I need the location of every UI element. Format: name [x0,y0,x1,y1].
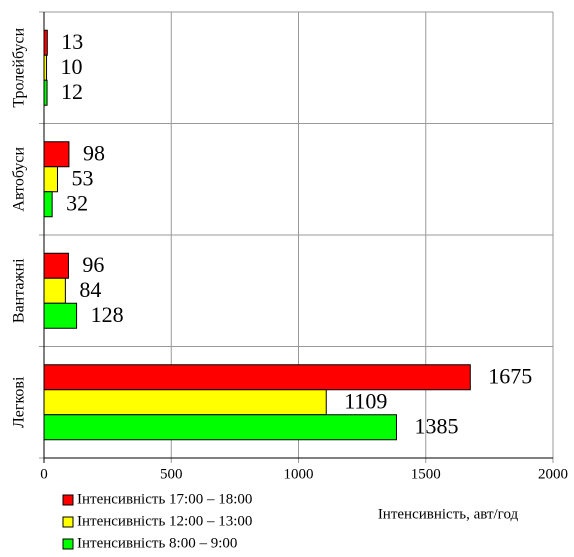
legend-label: Інтенсивність 12:00 – 13:00 [77,513,252,529]
y-tick-label: Легкові [11,376,28,428]
x-tick-label: 1000 [284,466,314,482]
x-tick-label: 0 [40,466,48,482]
bar [43,191,53,218]
data-label: 1675 [488,363,532,388]
bar [43,141,70,168]
data-label: 96 [82,252,104,277]
bar [43,389,327,416]
bar [43,252,69,279]
data-label: 1385 [414,413,458,438]
bar [43,302,78,329]
x-tick-label: 500 [160,466,183,482]
data-label: 84 [79,277,101,302]
legend-swatch [62,516,74,528]
x-axis-label: Інтенсивність, авт/год [378,506,519,522]
y-tick-label: Вантажні [11,258,28,323]
data-label: 98 [83,140,105,165]
data-label: 32 [66,190,88,215]
bar [43,277,66,304]
bar [43,364,471,391]
legend-swatch [62,494,74,506]
y-tick-label: Тролейбуси [11,27,28,107]
bar [43,166,58,193]
data-label: 128 [91,302,124,327]
x-tick-label: 1500 [411,466,441,482]
data-label: 12 [61,79,83,104]
y-tick-label: Автобуси [11,146,28,211]
bar [43,414,397,441]
legend-label: Інтенсивність 8:00 – 9:00 [77,535,237,551]
data-label: 13 [61,29,83,54]
data-label: 1109 [344,388,387,413]
legend-label: Інтенсивність 17:00 – 18:00 [77,491,252,507]
data-label: 53 [71,165,93,190]
x-tick-label: 2000 [538,466,568,482]
data-label: 10 [61,54,83,79]
legend-swatch [62,538,74,550]
